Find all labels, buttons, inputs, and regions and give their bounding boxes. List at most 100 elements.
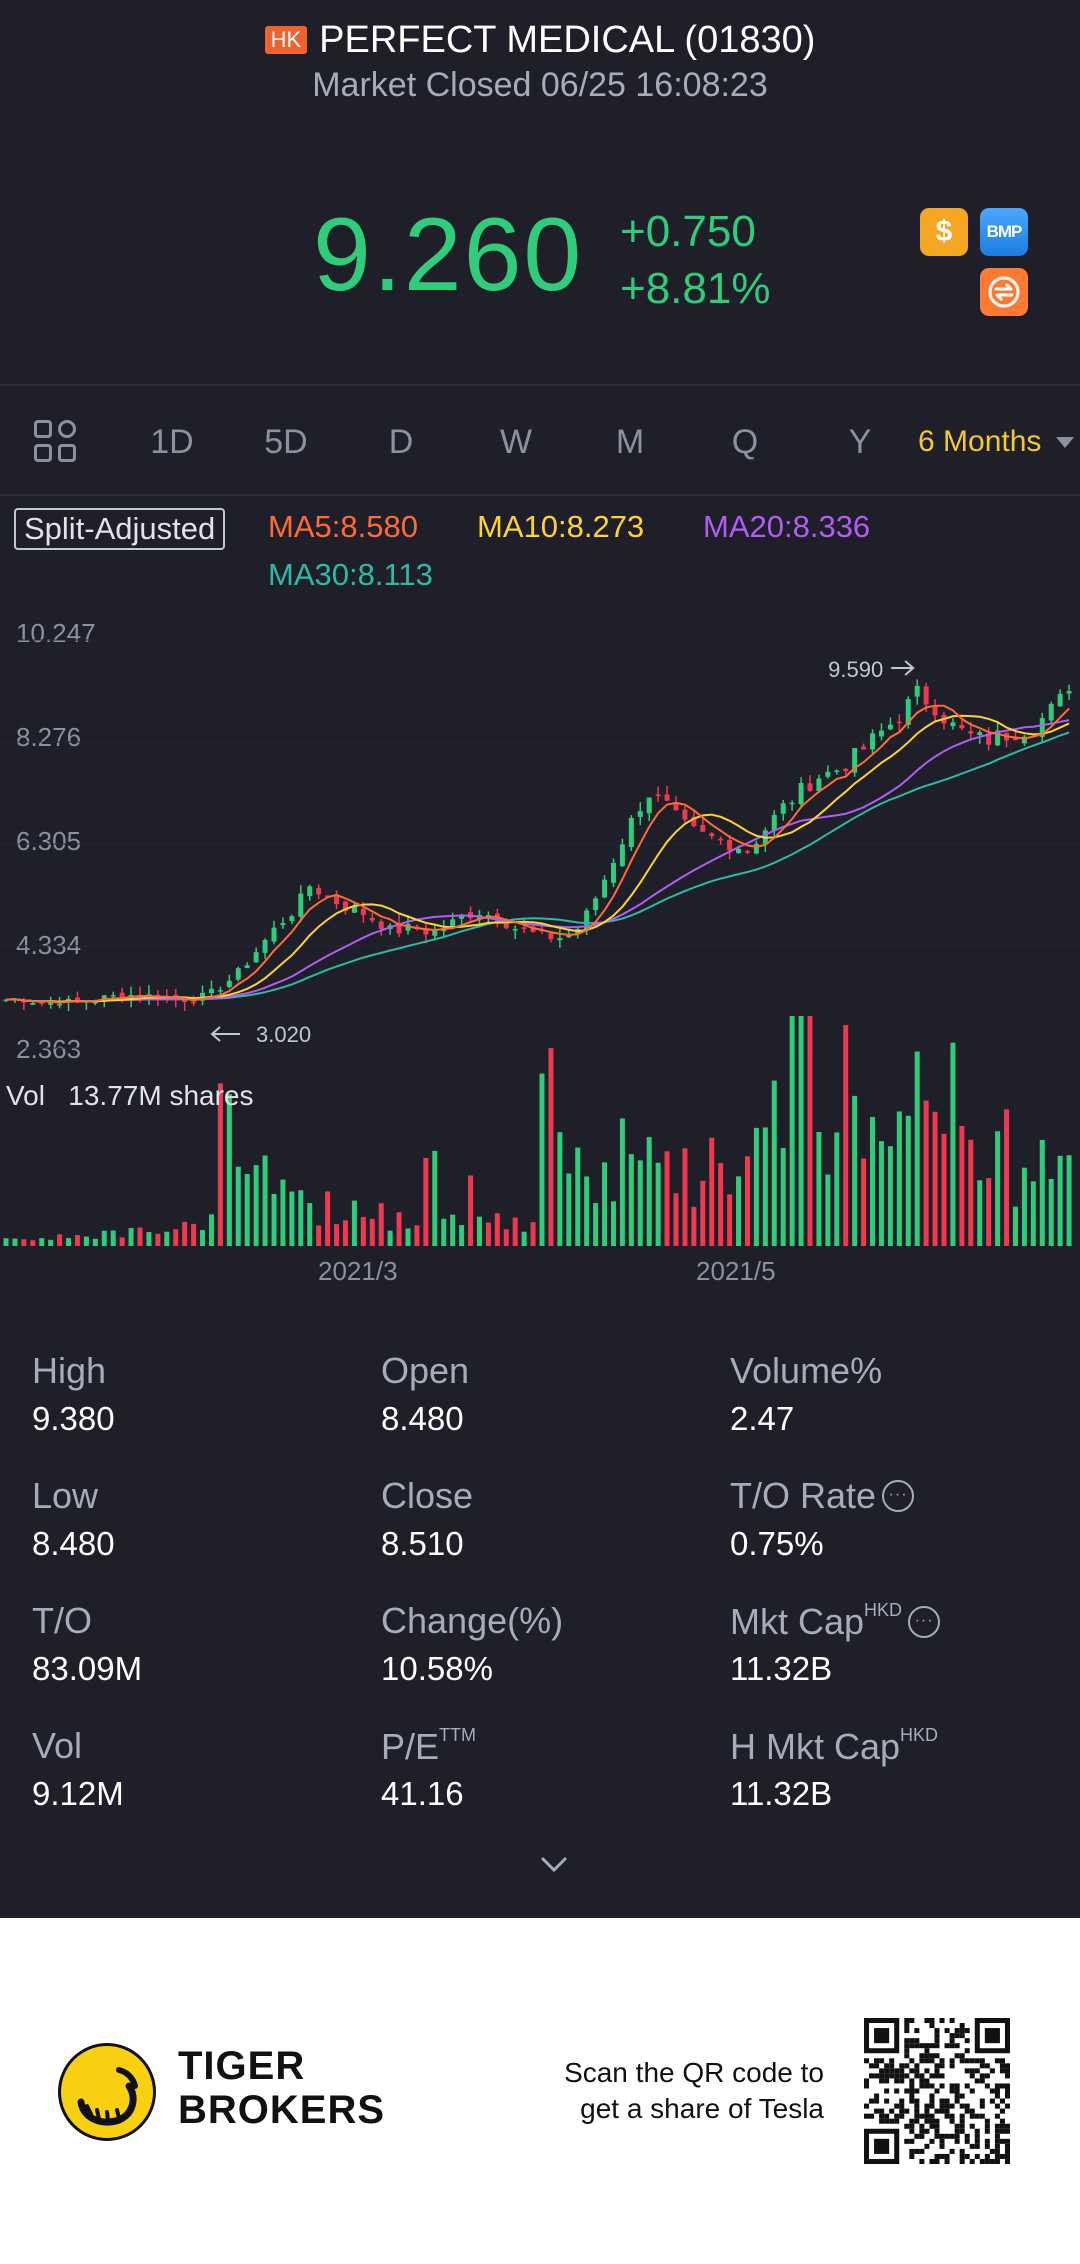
qr-module — [909, 2043, 915, 2049]
candle-body — [200, 992, 206, 1001]
volume-bar — [878, 1141, 884, 1246]
candle-body — [878, 730, 884, 737]
qr-module — [1004, 2153, 1010, 2159]
qr-module — [884, 2088, 890, 2094]
stat-label: Vol — [32, 1725, 82, 1767]
bmp-icon[interactable]: BMP — [980, 208, 1028, 256]
stat-label-text: Vol — [32, 1725, 83, 1766]
volume-bar — [968, 1139, 974, 1246]
qr-module — [884, 2063, 890, 2069]
candle-body — [673, 801, 679, 811]
tiger-logo-mark — [77, 2067, 138, 2126]
tiger-logo — [58, 2043, 156, 2141]
more-info-icon[interactable] — [908, 1606, 941, 1638]
qr-module — [969, 2108, 975, 2114]
tab-week[interactable]: W — [499, 423, 533, 461]
qr-module — [994, 2138, 1000, 2144]
chevron-down-icon[interactable] — [1056, 437, 1074, 448]
qr-module — [994, 2123, 1000, 2129]
qr-module — [954, 2083, 960, 2089]
candle-body — [780, 803, 786, 814]
qr-module — [914, 2108, 920, 2114]
stat-value: 41.16 — [381, 1775, 464, 1812]
qr-module — [999, 2083, 1005, 2089]
qr-module — [999, 2068, 1005, 2074]
qr-module — [924, 2058, 930, 2064]
qr-module — [889, 2063, 895, 2069]
candlestick-chart[interactable]: 9.590 3.020 — [0, 600, 1080, 1260]
qr-module — [994, 2158, 1000, 2164]
divider — [0, 494, 1080, 496]
qr-module — [899, 2103, 905, 2109]
stat-label-text: P/E — [381, 1726, 440, 1767]
qr-module — [994, 2128, 1000, 2134]
qr-module — [914, 2088, 920, 2094]
stock-title: PERFECT MEDICAL (01830) — [319, 18, 816, 61]
tab-6-months[interactable]: 6 Months — [918, 425, 1042, 458]
qr-module — [994, 2113, 1000, 2119]
candle-body — [744, 851, 750, 853]
qr-module — [939, 2018, 945, 2024]
qr-module — [979, 2113, 985, 2119]
candle-body — [843, 768, 849, 772]
candle-body — [30, 1002, 36, 1005]
candle-body — [887, 724, 893, 730]
stat-value: 2.47 — [730, 1400, 795, 1437]
stat-value: 10.58% — [381, 1650, 493, 1687]
qr-module — [894, 2068, 900, 2074]
volume-bar — [164, 1231, 170, 1246]
stat-value: 0.75% — [730, 1525, 824, 1562]
price-change: +0.750 — [620, 207, 756, 256]
qr-module — [879, 2078, 885, 2084]
qr-module — [914, 2113, 920, 2119]
candle-body — [655, 794, 661, 796]
candle-body — [852, 747, 858, 773]
tab-1d[interactable]: 1D — [150, 423, 194, 461]
qr-module — [879, 2108, 885, 2114]
qr-module — [944, 2028, 950, 2034]
volume-bar — [83, 1236, 89, 1246]
tab-5d[interactable]: 5D — [264, 423, 308, 461]
tab-quarter[interactable]: Q — [731, 423, 759, 461]
qr-module — [909, 2138, 915, 2144]
qr-module — [969, 2068, 975, 2074]
volume-bar — [119, 1237, 125, 1246]
candle-body — [736, 848, 742, 854]
tab-month[interactable]: M — [615, 423, 645, 461]
candle-body — [602, 879, 608, 898]
tab-year[interactable]: Y — [848, 423, 872, 461]
candle-body — [861, 746, 867, 750]
candle-body — [521, 927, 527, 929]
qr-module — [874, 2063, 880, 2069]
low-marker-arrow — [210, 1026, 240, 1042]
qr-module — [984, 2073, 990, 2079]
qr-module — [954, 2033, 960, 2039]
qr-module — [884, 2113, 890, 2119]
qr-module — [929, 2093, 935, 2099]
more-info-icon[interactable] — [882, 1480, 915, 1512]
candle-body — [637, 811, 643, 817]
swap-icon[interactable] — [980, 268, 1028, 316]
qr-module — [1004, 2068, 1010, 2074]
volume-bar — [360, 1217, 366, 1246]
qr-module — [939, 2108, 945, 2114]
dollar-icon[interactable]: $ — [920, 208, 968, 256]
qr-module — [929, 2113, 935, 2119]
ma5-legend: MA5:8.580 — [268, 509, 418, 544]
qr-module — [904, 2023, 910, 2029]
qr-module — [984, 2158, 990, 2164]
qr-module — [949, 2018, 955, 2024]
chart-type-grid-icon[interactable] — [34, 420, 78, 464]
tab-day[interactable]: D — [388, 423, 414, 461]
qr-module — [999, 2063, 1005, 2069]
candle-body — [593, 898, 599, 911]
qr-module — [934, 2158, 940, 2164]
split-adjusted-toggle[interactable]: Split-Adjusted — [14, 508, 226, 550]
expand-chevron-icon[interactable] — [539, 1850, 569, 1880]
qr-code[interactable] — [864, 2018, 1010, 2164]
qr-module — [994, 2133, 1000, 2139]
qr-module — [969, 2113, 975, 2119]
qr-finder-core — [874, 2028, 890, 2044]
qr-finder-core — [984, 2028, 1000, 2044]
stock-detail-screen: HK PERFECT MEDICAL (01830) Market Closed… — [0, 0, 1080, 1918]
